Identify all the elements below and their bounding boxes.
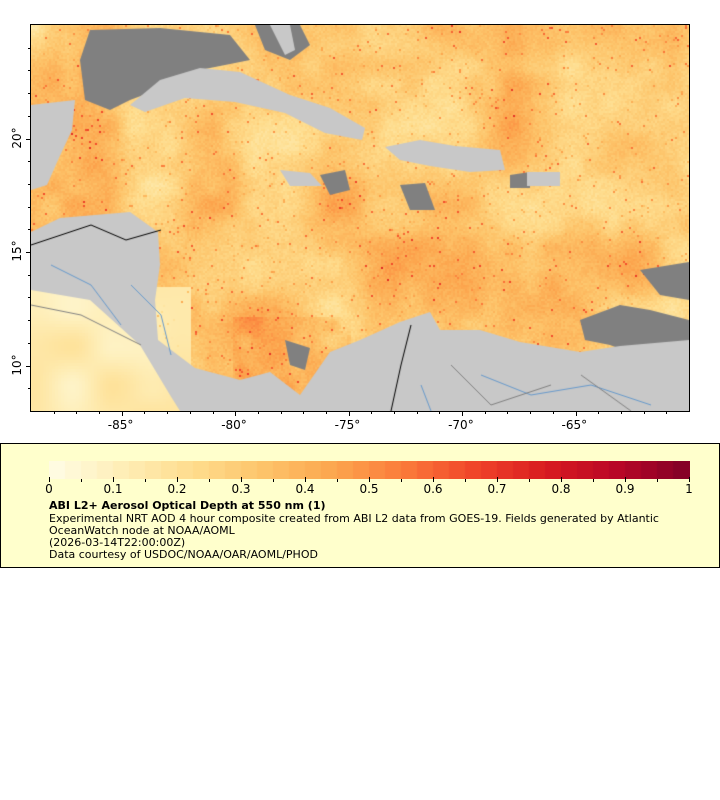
colorbar-tick-label: 0.9 — [615, 482, 635, 496]
lon-minor-tick — [144, 411, 146, 414]
lat-minor-tick — [28, 297, 31, 299]
lon-minor-tick — [53, 411, 55, 414]
lon-tick — [121, 411, 123, 416]
lon-tick — [575, 411, 577, 416]
colorbar-tick — [177, 477, 178, 482]
legend-credit: Data courtesy of USDOC/NOAA/OAR/AOML/PHO… — [49, 548, 318, 561]
colorbar-tick — [657, 479, 658, 482]
legend-title: ABI L2+ Aerosol Optical Depth at 550 nm … — [49, 499, 326, 512]
lon-minor-tick — [212, 411, 214, 414]
lon-minor-tick — [439, 411, 441, 414]
lat-minor-tick — [28, 183, 31, 185]
colorbar-tick-label: 0.6 — [423, 482, 443, 496]
lon-minor-tick — [325, 411, 327, 414]
colorbar-tick — [113, 477, 114, 482]
legend-time: (2026-03-14T22:00:00Z) — [49, 536, 186, 549]
legend-description: Experimental NRT AOD 4 hour composite cr… — [49, 512, 659, 525]
colorbar-tick — [401, 479, 402, 482]
lat-minor-tick — [28, 115, 31, 117]
lon-minor-tick — [484, 411, 486, 414]
lat-minor-tick — [28, 388, 31, 390]
colorbar-tick-label: 0.5 — [359, 482, 379, 496]
colorbar-tick-label: 0 — [45, 482, 53, 496]
lat-minor-tick — [28, 93, 31, 95]
lat-tick-label: 15° — [10, 240, 24, 262]
lat-minor-tick — [28, 206, 31, 208]
lon-minor-tick — [167, 411, 169, 414]
lon-minor-tick — [189, 411, 191, 414]
lat-tick — [26, 252, 31, 254]
colorbar-tick — [689, 477, 690, 482]
lat-tick — [26, 138, 31, 140]
lon-tick-label: -80° — [221, 418, 247, 432]
lon-minor-tick — [371, 411, 373, 414]
colorbar-tick-label: 0.8 — [551, 482, 571, 496]
colorbar-tick-label: 0.2 — [167, 482, 187, 496]
colorbar-tick-label: 0.3 — [231, 482, 251, 496]
colorbar-tick — [209, 479, 210, 482]
lon-minor-tick — [76, 411, 78, 414]
colorbar-tick — [433, 477, 434, 482]
colorbar-tick — [625, 477, 626, 482]
lon-minor-tick — [530, 411, 532, 414]
colorbar-tick — [145, 479, 146, 482]
lon-minor-tick — [303, 411, 305, 414]
lon-minor-tick — [280, 411, 282, 414]
colorbar-tick — [497, 477, 498, 482]
colorbar-tick-label: 1 — [685, 482, 693, 496]
aod-map — [30, 24, 690, 412]
colorbar-tick — [273, 479, 274, 482]
colorbar-tick — [241, 477, 242, 482]
legend-description-2: OceanWatch node at NOAA/AOML — [49, 524, 235, 537]
lat-minor-tick — [28, 47, 31, 49]
lon-tick-label: -75° — [334, 418, 361, 432]
lon-minor-tick — [552, 411, 554, 414]
lon-minor-tick — [620, 411, 622, 414]
lon-tick — [462, 411, 464, 416]
lon-tick-label: -85° — [107, 418, 134, 432]
lat-tick-label: 10° — [10, 353, 24, 376]
colorbar-tick — [465, 479, 466, 482]
colorbar-tick — [369, 477, 370, 482]
lon-minor-tick — [394, 411, 396, 414]
colorbar — [49, 461, 690, 479]
lon-tick — [348, 411, 350, 416]
lon-minor-tick — [416, 411, 418, 414]
lat-minor-tick — [28, 70, 31, 72]
lon-tick-label: -70° — [448, 418, 474, 432]
lon-minor-tick — [643, 411, 645, 414]
lat-minor-tick — [28, 342, 31, 344]
legend-panel: 0 0.1 0.2 0.3 0.4 0.5 0.6 0.7 0.8 0.9 1 ABI L2+ Ae… — [0, 443, 720, 568]
lon-tick — [235, 411, 237, 416]
lon-minor-tick — [99, 411, 101, 414]
lon-minor-tick — [507, 411, 509, 414]
colorbar-tick — [593, 479, 594, 482]
lon-minor-tick — [598, 411, 600, 414]
lon-tick-label: -65° — [561, 418, 588, 432]
colorbar-tick-label: 0.1 — [103, 482, 123, 496]
colorbar-tick — [337, 479, 338, 482]
lat-minor-tick — [28, 161, 31, 163]
colorbar-tick — [561, 477, 562, 482]
colorbar-tick-label: 0.4 — [295, 482, 315, 496]
colorbar-tick — [81, 479, 82, 482]
lon-minor-tick — [257, 411, 259, 414]
colorbar-tick-label: 0.7 — [487, 482, 507, 496]
lat-tick — [26, 365, 31, 367]
lat-minor-tick — [28, 274, 31, 276]
lat-minor-tick — [28, 229, 31, 231]
colorbar-tick — [529, 479, 530, 482]
colorbar-tick — [49, 477, 50, 482]
lon-minor-tick — [666, 411, 668, 414]
lat-minor-tick — [28, 320, 31, 322]
colorbar-tick — [305, 477, 306, 482]
lat-tick-label: 20° — [10, 126, 24, 149]
